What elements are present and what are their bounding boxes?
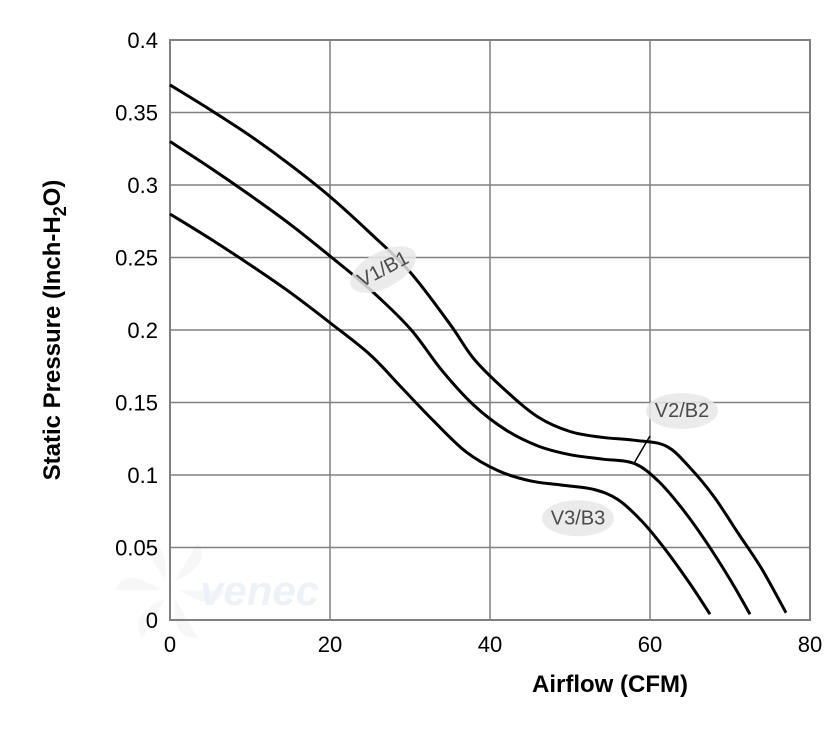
- series-label-V2-B2: V2/B2: [646, 393, 718, 429]
- x-tick-label: 40: [478, 632, 502, 657]
- y-tick-label: 0.2: [127, 318, 158, 343]
- x-axis-label: Airflow (CFM): [532, 671, 688, 698]
- y-tick-label: 0.25: [115, 246, 158, 271]
- y-tick-label: 0: [146, 608, 158, 633]
- x-tick-label: 0: [164, 632, 176, 657]
- series-label-V3-B3: V3/B3: [542, 500, 614, 536]
- y-tick-label: 0.35: [115, 101, 158, 126]
- y-tick-label: 0.3: [127, 173, 158, 198]
- watermark-text: venec: [200, 567, 319, 614]
- x-tick-label: 20: [318, 632, 342, 657]
- chart-container: venec 0 20 40 60 80 0 0.05 0.1 0.15 0.2 0.25 0.3 0.35…: [0, 0, 833, 735]
- y-tick-label: 0.4: [127, 28, 158, 53]
- y-tick-label: 0.05: [115, 536, 158, 561]
- svg-text:V2/B2: V2/B2: [655, 400, 709, 422]
- fan-curve-chart: venec 0 20 40 60 80 0 0.05 0.1 0.15 0.2 0.25 0.3 0.35…: [0, 0, 833, 735]
- y-axis-label: Static Pressure (Inch-H2O): [39, 180, 70, 481]
- x-tick-label: 80: [798, 632, 822, 657]
- x-tick-label: 60: [638, 632, 662, 657]
- y-tick-label: 0.15: [115, 391, 158, 416]
- y-tick-label: 0.1: [127, 463, 158, 488]
- svg-text:V3/B3: V3/B3: [551, 507, 605, 529]
